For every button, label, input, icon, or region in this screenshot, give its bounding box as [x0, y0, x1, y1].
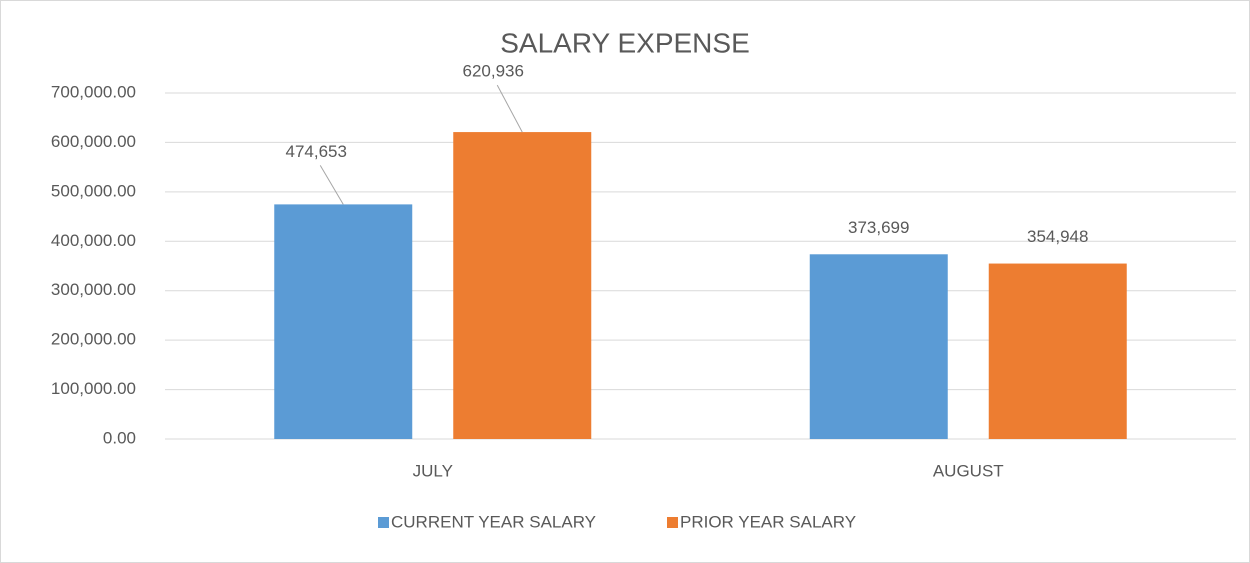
y-tick-label: 500,000.00	[51, 181, 136, 200]
x-tick-label: JULY	[413, 461, 453, 480]
legend-label: PRIOR YEAR SALARY	[680, 512, 856, 531]
legend-swatch	[667, 517, 678, 528]
y-tick-label: 600,000.00	[51, 132, 136, 151]
legend-label: CURRENT YEAR SALARY	[391, 512, 596, 531]
leader-line	[319, 165, 344, 205]
y-tick-label: 200,000.00	[51, 330, 136, 349]
data-label: 354,948	[1027, 227, 1088, 246]
legend-swatch	[378, 517, 389, 528]
x-tick-label: AUGUST	[933, 461, 1004, 480]
chart-title: SALARY EXPENSE	[500, 27, 750, 58]
y-tick-label: 0.00	[103, 428, 136, 447]
y-tick-label: 400,000.00	[51, 231, 136, 250]
data-label: 373,699	[848, 218, 909, 237]
bar	[453, 132, 592, 439]
data-label: 474,653	[286, 142, 347, 161]
bar	[809, 254, 948, 439]
bar	[988, 263, 1127, 439]
leader-line	[496, 84, 523, 133]
data-label: 620,936	[463, 62, 524, 81]
y-tick-label: 100,000.00	[51, 379, 136, 398]
bar	[274, 204, 413, 439]
y-tick-label: 300,000.00	[51, 280, 136, 299]
y-tick-label: 700,000.00	[51, 82, 136, 101]
